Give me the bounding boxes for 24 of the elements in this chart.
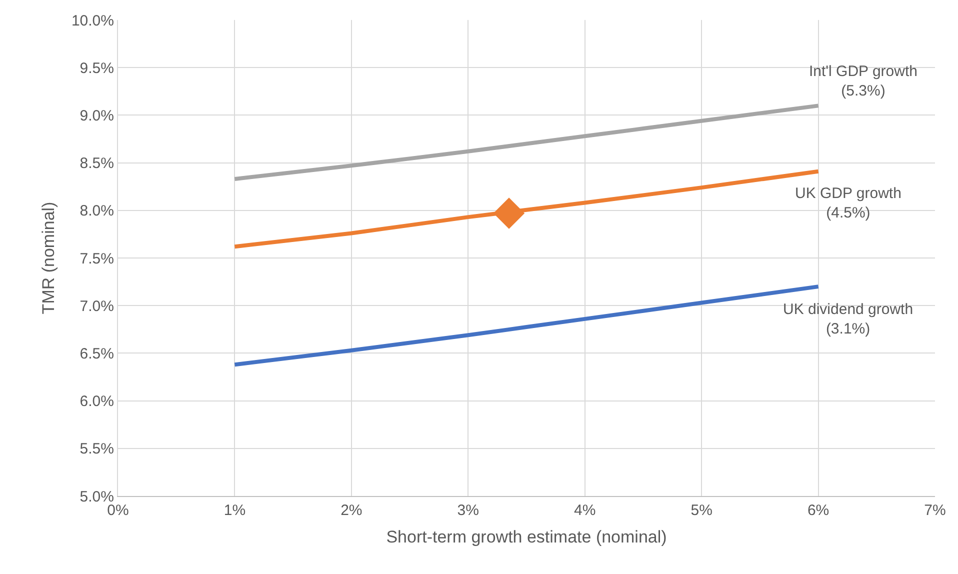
line-series: [232, 104, 820, 181]
x-tick-label: 4%: [574, 502, 596, 519]
y-tick-label: 7.0%: [80, 298, 114, 315]
y-tick-label: 5.5%: [80, 440, 114, 458]
y-tick-label: 9.5%: [80, 60, 114, 77]
y-tick-label: 9.0%: [80, 107, 114, 124]
y-tick-label: 8.0%: [80, 202, 114, 220]
x-tick-label: 3%: [457, 502, 479, 519]
y-tick-label: 6.0%: [80, 393, 114, 410]
series-label: Int'l GDP growth (5.3%): [809, 63, 918, 100]
line-series: [232, 169, 820, 249]
y-tick-label: 8.5%: [80, 155, 114, 172]
x-axis-title: Short-term growth estimate (nominal): [386, 527, 667, 546]
x-tick-label: 6%: [807, 502, 830, 519]
y-axis-title: TMR (nominal): [39, 202, 58, 314]
series-label: UK dividend growth (3.1%): [783, 301, 914, 338]
y-tick-label: 7.5%: [80, 250, 114, 268]
x-tick-label: 2%: [340, 502, 362, 519]
y-tick-label: 6.5%: [80, 345, 114, 362]
x-tick-label: 1%: [224, 502, 246, 519]
x-tick-label: 5%: [690, 502, 712, 519]
series-label: UK GDP growth (4.5%): [795, 185, 902, 222]
x-tick-label: 7%: [924, 502, 946, 519]
y-tick-label: 10.0%: [71, 12, 114, 30]
